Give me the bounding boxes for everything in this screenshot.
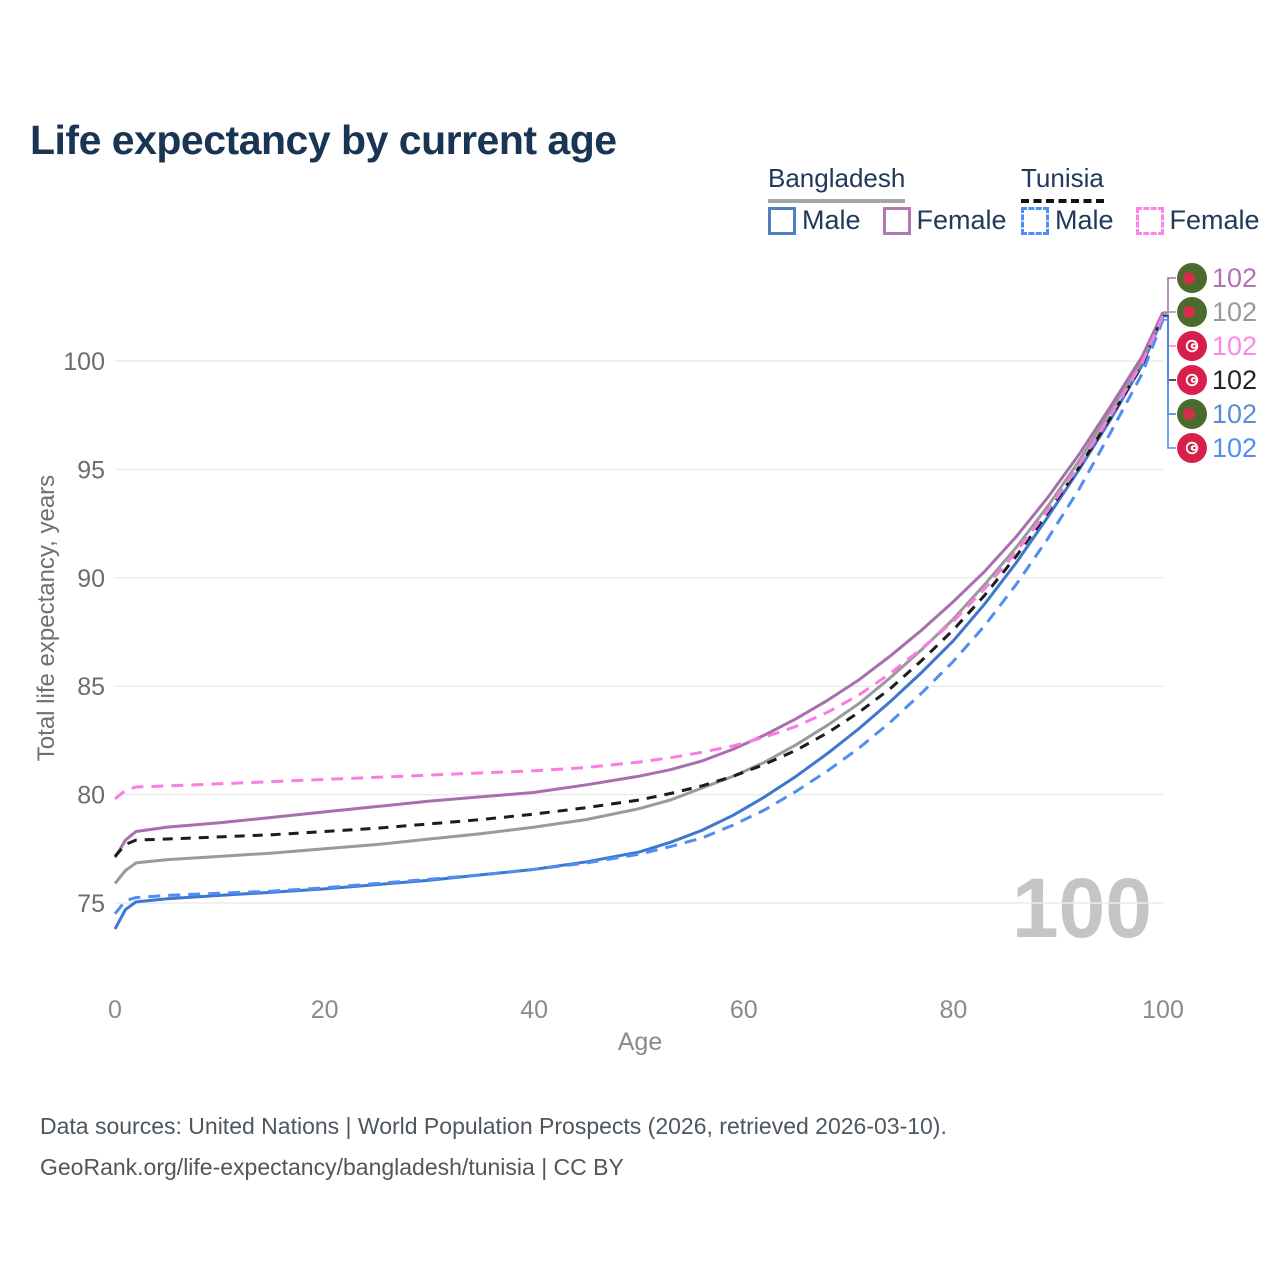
y-tick-95: 95 — [77, 456, 105, 484]
watermark-age-100: 100 — [1011, 861, 1152, 955]
legend-items-bangladesh: Male Female — [768, 205, 1023, 236]
end-value: 102 — [1212, 433, 1257, 463]
legend-items-tunisia: Male Female — [1021, 205, 1276, 236]
series-line-tunisia-female — [114, 314, 1165, 801]
x-tick-20: 20 — [311, 996, 339, 1024]
footer-attribution: GeoRank.org/life-expectancy/bangladesh/t… — [40, 1154, 624, 1181]
end-value: 102 — [1212, 297, 1257, 327]
y-tick-100: 100 — [63, 348, 105, 376]
legend-label-bangladesh-female[interactable]: Female — [916, 205, 1007, 235]
legend-group-tunisia: Tunisia — [1021, 163, 1104, 203]
legend-swatch-bangladesh-female[interactable] — [882, 206, 911, 235]
series-line-tunisia-male — [113, 319, 1165, 915]
end-label-bangladesh-male: 102 — [1163, 315, 1257, 429]
end-value: 102 — [1212, 331, 1257, 361]
end-label-tunisia-male: 102 — [1163, 319, 1257, 463]
legend-swatch-tunisia-female[interactable] — [1135, 206, 1164, 235]
y-tick-85: 85 — [77, 673, 105, 701]
x-tick-80: 80 — [939, 996, 967, 1024]
end-label-tunisia-female: 102 — [1163, 314, 1257, 361]
y-tick-80: 80 — [77, 782, 105, 810]
series-line-tunisia-both-sexes — [113, 314, 1165, 858]
end-label-bangladesh-both-sexes: 102 — [1163, 297, 1257, 327]
x-tick-60: 60 — [730, 996, 758, 1024]
y-tick-75: 75 — [77, 890, 105, 918]
legend-label-bangladesh-male[interactable]: Male — [802, 205, 861, 235]
end-label-tunisia-both-sexes: 102 — [1163, 314, 1257, 395]
x-tick-40: 40 — [520, 996, 548, 1024]
series-line-bangladesh-male — [113, 316, 1165, 930]
legend-label-tunisia-female[interactable]: Female — [1169, 205, 1260, 235]
legend-swatch-tunisia-male[interactable] — [1021, 206, 1049, 235]
x-tick-100: 100 — [1142, 996, 1184, 1024]
footer: Data sources: United Nations | World Pop… — [40, 1106, 947, 1189]
end-value: 102 — [1212, 263, 1257, 293]
legend-group-bangladesh: Bangladesh — [768, 163, 906, 203]
y-tick-90: 90 — [77, 565, 105, 593]
end-value: 102 — [1212, 365, 1257, 395]
end-value: 102 — [1212, 399, 1257, 429]
legend-swatch-bangladesh-male[interactable] — [768, 206, 796, 235]
end-label-bangladesh-female: 102 — [1163, 263, 1257, 313]
legend-label-tunisia-male[interactable]: Male — [1055, 205, 1114, 235]
footer-data-sources: Data sources: United Nations | World Pop… — [40, 1113, 947, 1139]
x-axis-title: Age — [617, 1028, 663, 1056]
x-tick-0: 0 — [108, 996, 122, 1024]
series-line-bangladesh-female — [113, 311, 1165, 859]
page-title: Life expectancy by current age — [30, 117, 617, 164]
